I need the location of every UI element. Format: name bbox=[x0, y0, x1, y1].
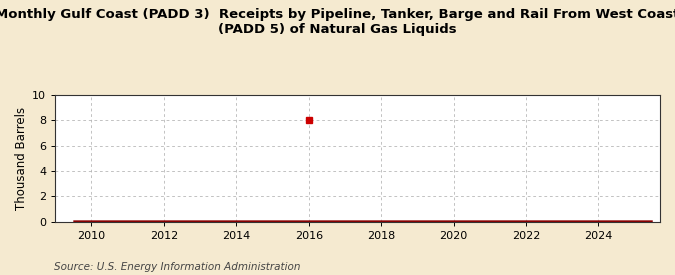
Y-axis label: Thousand Barrels: Thousand Barrels bbox=[15, 107, 28, 210]
Text: Monthly Gulf Coast (PADD 3)  Receipts by Pipeline, Tanker, Barge and Rail From W: Monthly Gulf Coast (PADD 3) Receipts by … bbox=[0, 8, 675, 36]
Text: Source: U.S. Energy Information Administration: Source: U.S. Energy Information Administ… bbox=[54, 262, 300, 272]
